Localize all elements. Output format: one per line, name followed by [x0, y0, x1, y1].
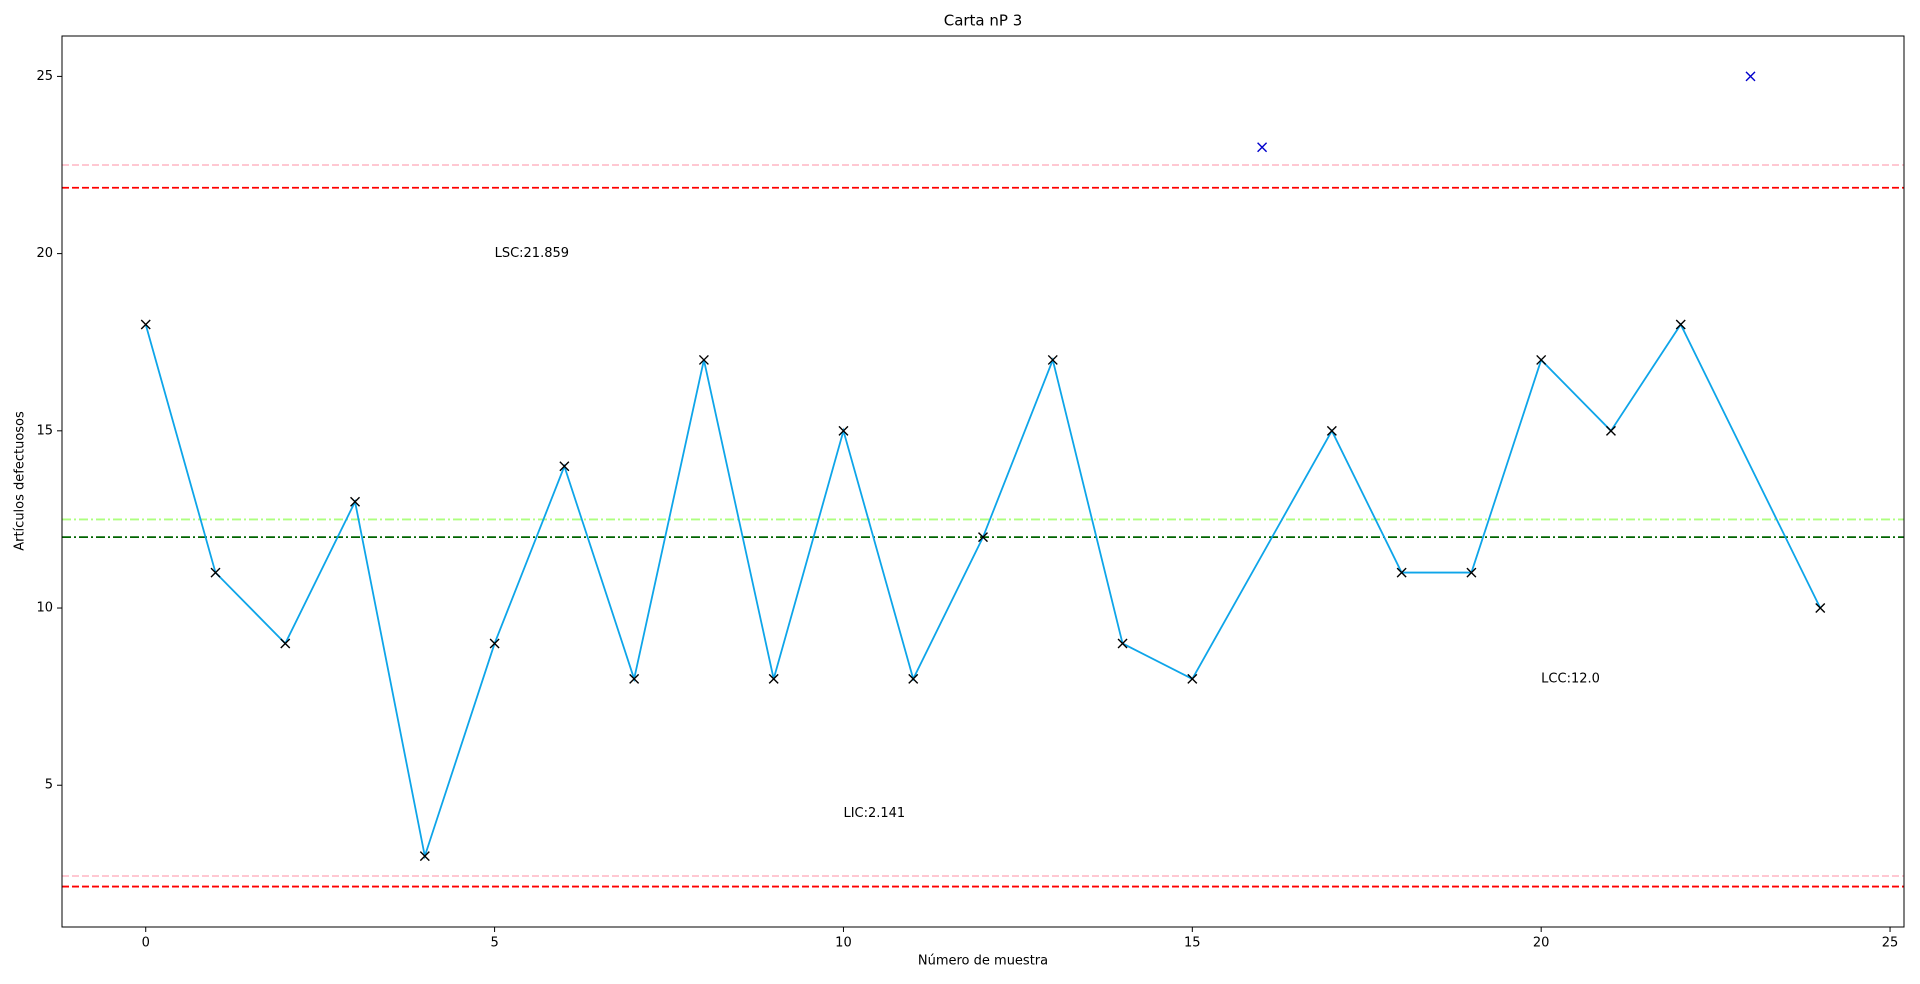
y-axis-label: Artículos defectuosos: [13, 411, 28, 551]
data-point: [489, 638, 500, 649]
data-point: [768, 673, 779, 684]
data-point: [1396, 567, 1407, 578]
data-point: [419, 851, 430, 862]
x-tick-label: 15: [1184, 936, 1201, 951]
y-tick-label: 15: [36, 423, 53, 438]
annotation: LSC:21.859: [495, 246, 569, 261]
x-tick-label: 25: [1882, 936, 1899, 951]
data-point: [978, 532, 988, 543]
y-tick-label: 25: [36, 69, 53, 84]
data-point: [629, 673, 640, 684]
x-axis-label: Número de muestra: [918, 954, 1048, 969]
data-point: [1745, 71, 1756, 82]
y-tick-label: 10: [36, 601, 53, 616]
data-point: [838, 425, 849, 436]
data-point: [1536, 354, 1547, 365]
data-point: [1466, 567, 1477, 578]
data-point: [1326, 425, 1337, 436]
data-line: [144, 322, 1822, 860]
data-point: [1675, 319, 1686, 330]
data-point: [698, 354, 709, 365]
data-point: [280, 638, 291, 649]
data-point: [908, 673, 919, 684]
x-tick-label: 20: [1533, 936, 1550, 951]
annotation: LIC:2.141: [843, 806, 905, 821]
y-tick-label: 5: [45, 778, 53, 793]
x-tick-label: 5: [490, 936, 498, 951]
data-point: [1815, 603, 1826, 614]
y-tick-label: 20: [36, 246, 53, 261]
data-point: [1257, 142, 1268, 153]
data-point: [1117, 638, 1128, 649]
data-point: [210, 567, 221, 578]
data-point: [140, 319, 151, 330]
data-point: [559, 461, 570, 472]
plot-frame: [61, 35, 1905, 928]
chart-title: Carta nP 3: [944, 12, 1023, 30]
data-point: [1187, 673, 1198, 684]
data-point: [1605, 425, 1616, 436]
x-tick-label: 10: [835, 936, 852, 951]
data-point: [1047, 354, 1058, 365]
annotation: LCC:12.0: [1541, 671, 1600, 686]
x-tick-label: 0: [142, 936, 150, 951]
data-point: [350, 496, 361, 507]
